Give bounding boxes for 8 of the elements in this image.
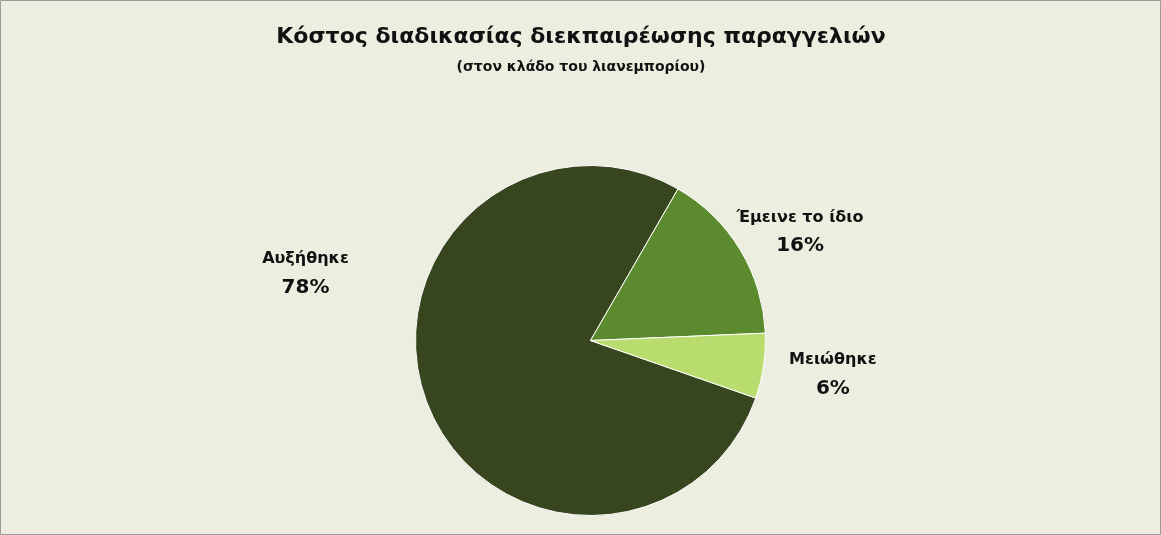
chart-subtitle: (στον κλάδο του λιανεμπορίου) (456, 57, 706, 74)
slice-label: Μειώθηκε (789, 349, 877, 369)
chart-title: Κόστος διαδικασίας διεκπαιρέωσης παραγγελιών (276, 23, 886, 48)
slice-label: Αυξήθηκε (262, 248, 349, 267)
data-label: 6% (815, 374, 850, 399)
data-label: 78% (281, 273, 330, 298)
slice-label: Έμεινε το ίδιο (735, 206, 864, 226)
data-label: 16% (776, 232, 824, 257)
